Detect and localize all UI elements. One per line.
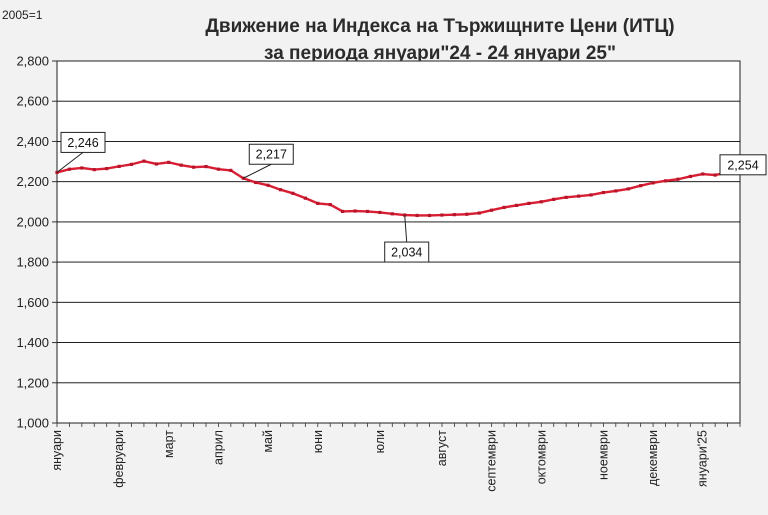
data-point bbox=[92, 168, 96, 172]
data-point bbox=[514, 203, 519, 207]
data-point bbox=[167, 160, 171, 164]
x-tick-label: март bbox=[162, 430, 176, 458]
data-point bbox=[129, 162, 134, 166]
data-point bbox=[142, 159, 146, 163]
y-tick-label: 2,200 bbox=[16, 174, 49, 189]
data-point bbox=[303, 196, 307, 200]
data-point bbox=[639, 184, 643, 188]
data-point bbox=[490, 208, 494, 212]
callout-box bbox=[248, 143, 294, 165]
data-point bbox=[415, 213, 419, 218]
data-point bbox=[713, 173, 717, 177]
data-point bbox=[701, 172, 705, 176]
x-tick-label: януари'25 bbox=[696, 430, 710, 487]
data-point bbox=[154, 162, 158, 166]
callout-leader bbox=[404, 215, 408, 243]
data-point bbox=[465, 212, 469, 216]
callouts: 2,246 2,217 2,034 2,254 bbox=[56, 131, 767, 263]
callout-box bbox=[719, 154, 767, 176]
callout-box bbox=[384, 241, 430, 263]
data-point bbox=[614, 189, 618, 193]
y-tick-label: 2,400 bbox=[16, 134, 49, 149]
data-point bbox=[179, 163, 183, 167]
data-point bbox=[576, 194, 581, 198]
data-point bbox=[651, 181, 655, 185]
data-point bbox=[378, 210, 382, 215]
callout-leader bbox=[243, 163, 272, 179]
data-point bbox=[316, 201, 320, 205]
data-point bbox=[341, 209, 345, 214]
data-point bbox=[80, 166, 84, 170]
data-point bbox=[663, 179, 668, 183]
x-tick-label: февруари bbox=[112, 430, 126, 488]
x-tick-label: август bbox=[435, 430, 449, 467]
data-point bbox=[564, 195, 568, 199]
y-tick-label: 2,600 bbox=[16, 94, 49, 109]
x-tick-label: юли bbox=[373, 430, 387, 453]
y-axis: 1,000 1,200 1,400 1,600 1,800 2,000 2,200 2,400… bbox=[16, 54, 57, 431]
data-point bbox=[254, 180, 258, 185]
data-label: 2,254 bbox=[727, 158, 758, 172]
series bbox=[55, 159, 742, 218]
y-tick-label: 1,800 bbox=[16, 255, 49, 270]
data-point bbox=[502, 205, 506, 210]
callout-leader bbox=[56, 152, 84, 173]
data-point bbox=[291, 191, 295, 195]
data-point bbox=[278, 188, 283, 192]
data-point bbox=[229, 168, 233, 173]
data-point bbox=[427, 213, 432, 218]
data-point bbox=[452, 213, 456, 217]
data-point bbox=[266, 183, 270, 187]
x-tick-label: май bbox=[261, 430, 275, 453]
data-point bbox=[688, 174, 692, 179]
data-point bbox=[204, 164, 208, 169]
y-tick-label: 1,600 bbox=[16, 295, 49, 310]
data-point bbox=[353, 209, 357, 213]
data-point bbox=[390, 212, 394, 216]
x-tick-label: ноември bbox=[596, 430, 610, 480]
data-point bbox=[440, 213, 444, 217]
data-point bbox=[589, 193, 593, 197]
data-point bbox=[527, 201, 531, 205]
data-point bbox=[117, 164, 121, 168]
data-point bbox=[676, 177, 680, 181]
callout-box bbox=[60, 131, 106, 153]
series-line bbox=[56, 159, 741, 217]
unit-label: 2005=1 bbox=[2, 8, 43, 22]
x-tick-label: декември bbox=[646, 430, 660, 486]
data-point bbox=[601, 190, 605, 195]
x-tick-label: септември bbox=[485, 430, 499, 492]
y-tick-label: 2,000 bbox=[16, 214, 49, 229]
x-axis: януари февруари март април май юни юли август се… bbox=[50, 423, 741, 492]
data-point bbox=[365, 209, 370, 214]
y-tick-label: 1,200 bbox=[16, 375, 49, 390]
data-point bbox=[539, 200, 543, 204]
data-point bbox=[552, 197, 556, 201]
x-tick-label: януари bbox=[50, 430, 64, 471]
chart-subtitle: за периода януари"24 - 24 януари 25" bbox=[264, 43, 616, 64]
data-point bbox=[216, 167, 221, 171]
data-label: 2,034 bbox=[391, 246, 422, 260]
y-tick-label: 2,800 bbox=[16, 54, 49, 69]
data-point bbox=[192, 165, 196, 169]
grid bbox=[57, 100, 740, 384]
data-label: 2,246 bbox=[67, 136, 98, 150]
x-tick-label: октомври bbox=[534, 430, 548, 484]
x-tick-label: април bbox=[211, 430, 225, 465]
data-point bbox=[328, 202, 332, 207]
data-point bbox=[105, 166, 109, 171]
data-label: 2,217 bbox=[256, 148, 287, 162]
data-point bbox=[626, 187, 630, 191]
y-tick-label: 1,400 bbox=[16, 335, 49, 350]
data-point bbox=[477, 211, 481, 215]
data-point bbox=[67, 167, 72, 171]
y-tick-label: 1,000 bbox=[16, 416, 49, 431]
x-tick-label: юни bbox=[311, 430, 325, 453]
chart-title: Движение на Индекса на Тържищните Цени (… bbox=[205, 16, 674, 37]
